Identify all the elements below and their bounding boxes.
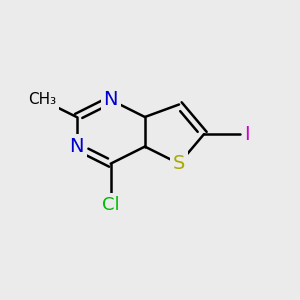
Text: Cl: Cl	[102, 196, 119, 214]
Text: N: N	[69, 137, 84, 156]
Text: N: N	[103, 90, 118, 110]
Text: S: S	[173, 154, 185, 173]
Text: I: I	[244, 124, 250, 144]
Text: CH₃: CH₃	[28, 92, 56, 107]
